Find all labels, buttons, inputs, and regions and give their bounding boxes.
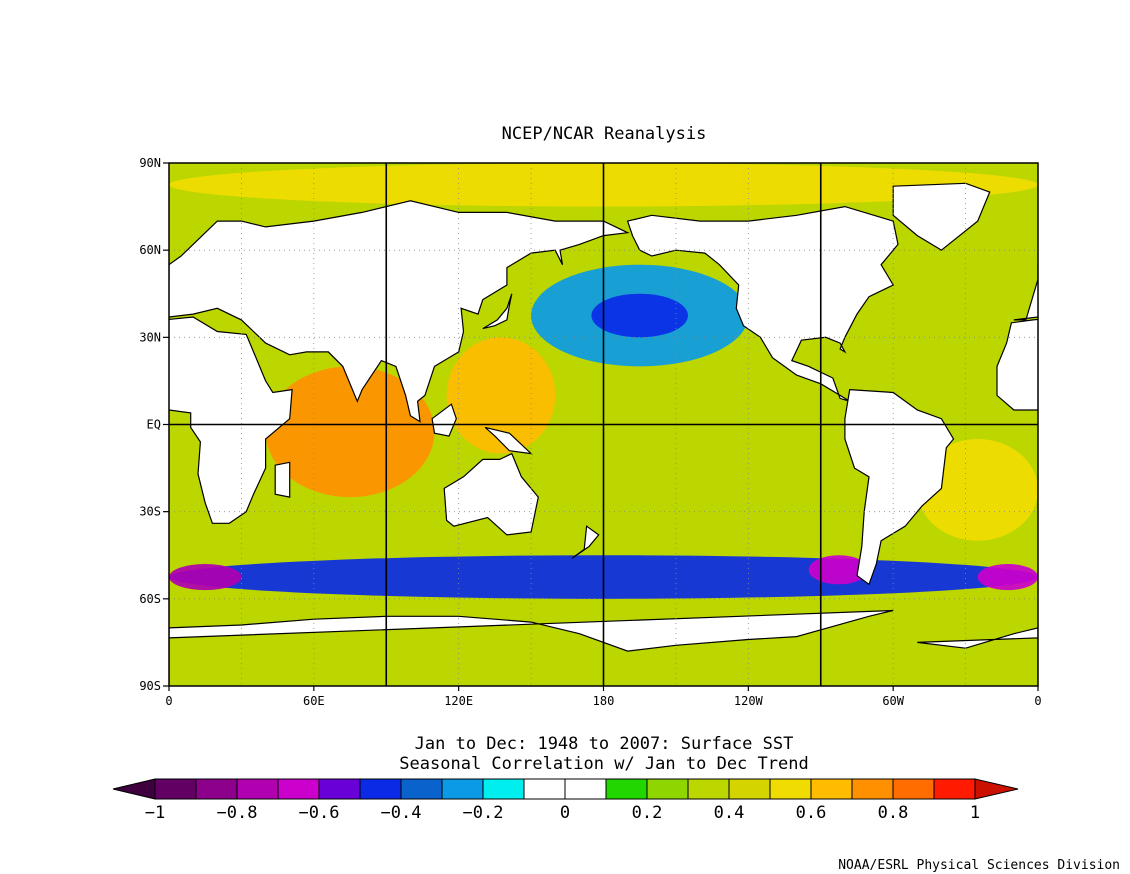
region-southern-ocean-south-atlantic [977,563,1038,591]
colorbar-tick-label: 0 [560,803,570,823]
y-tick-label: 30S [139,505,161,519]
colorbar-tick-label: −0.2 [463,803,504,823]
x-tick-label: 0 [165,694,172,708]
colorbar-swatch [769,778,812,800]
x-tick-label: 60E [303,694,325,708]
x-tick-label: 0 [1034,694,1041,708]
colorbar-swatch [892,778,935,800]
colorbar-tick-label: 1 [970,803,980,823]
colorbar-swatch [400,778,443,800]
landmass-japan [482,293,513,330]
colorbar-swatch [810,778,853,800]
colorbar-tick-label: 0.2 [632,803,663,823]
colorbar-swatch [318,778,361,800]
y-tick-label: EQ [147,418,161,432]
region-south-atlantic [917,439,1038,541]
region-southern-ocean-southeast-pacific [808,555,870,585]
subtitle-line-2: Seasonal Correlation w/ Jan to Dec Trend [399,754,808,774]
landmass-antarctica-wrap [917,627,1038,686]
colorbar-swatch [359,778,402,800]
landmass-eurasia-wrap [1013,263,1038,321]
landmass-africa-wrap [996,318,1038,411]
colorbar-swatch [277,778,320,800]
colorbar-tick-label: 0.4 [714,803,745,823]
colorbar-swatch [646,778,689,800]
chart-title: NCEP/NCAR Reanalysis [502,124,707,144]
colorbar-swatch [605,778,648,800]
y-tick-label: 30N [139,330,161,344]
region-north-pacific-core [591,293,688,338]
colorbar-swatch [728,778,771,800]
landmass-eurasia [169,200,630,423]
landmass-new-zealand [571,525,600,559]
y-tick-label: 90N [139,156,161,170]
colorbar-swatch [154,778,197,800]
y-tick-label: 60S [139,592,161,606]
x-tick-label: 120W [734,694,764,708]
landmass-greenland [892,182,991,251]
colorbar-arrow-high [974,778,1019,800]
y-tick-label: 60N [139,243,161,257]
colorbar-tick-label: −0.6 [299,803,340,823]
y-axis-ticks: 90N 60N 30N EQ 30S 60S 90S [139,156,169,693]
region-southern-ocean-core [169,563,242,591]
landmass-borneo [431,403,457,437]
colorbar-swatch [933,778,976,800]
landmass-north-america [626,205,899,402]
colorbar-swatch [195,778,238,800]
colorbar-swatch [441,778,484,800]
colorbar: −1 −0.8 −0.6 −0.4 −0.2 0 0.2 0.4 0.6 0.8 1 [112,778,1019,823]
x-axis-ticks: 0 60E 120E 180 120W 60W 0 [165,686,1042,708]
landmass-africa [169,316,293,524]
region-equatorial-pacific [555,395,845,483]
colorbar-swatch [523,778,566,800]
x-tick-label: 180 [593,694,615,708]
x-tick-label: 120E [444,694,473,708]
colorbar-swatch [482,778,525,800]
region-indian-ocean [265,366,435,498]
land-masses [169,182,1038,686]
colorbar-tick-label: −1 [145,803,165,823]
colorbar-tick-label: −0.4 [381,803,422,823]
colorbar-tick-label: −0.8 [217,803,258,823]
landmass-madagascar [274,461,291,498]
colorbar-tick-label: 0.8 [878,803,909,823]
dotted-gridlines [169,163,1038,686]
landmass-australia [443,452,539,536]
colorbar-arrow-low [112,778,156,800]
x-tick-label: 60W [882,694,904,708]
colorbar-swatch [851,778,894,800]
landmass-south-america [844,388,955,586]
colorbar-tick-label: 0.6 [796,803,827,823]
colorbar-swatch [236,778,279,800]
y-tick-label: 90S [139,679,161,693]
solid-box-gridlines [169,163,1038,686]
colorbar-swatch [564,778,607,800]
colorbar-swatch [687,778,730,800]
landmass-new-guinea [484,426,533,455]
credit-text: NOAA/ESRL Physical Sciences Division [838,858,1120,873]
subtitle-line-1: Jan to Dec: 1948 to 2007: Surface SST [415,734,794,754]
